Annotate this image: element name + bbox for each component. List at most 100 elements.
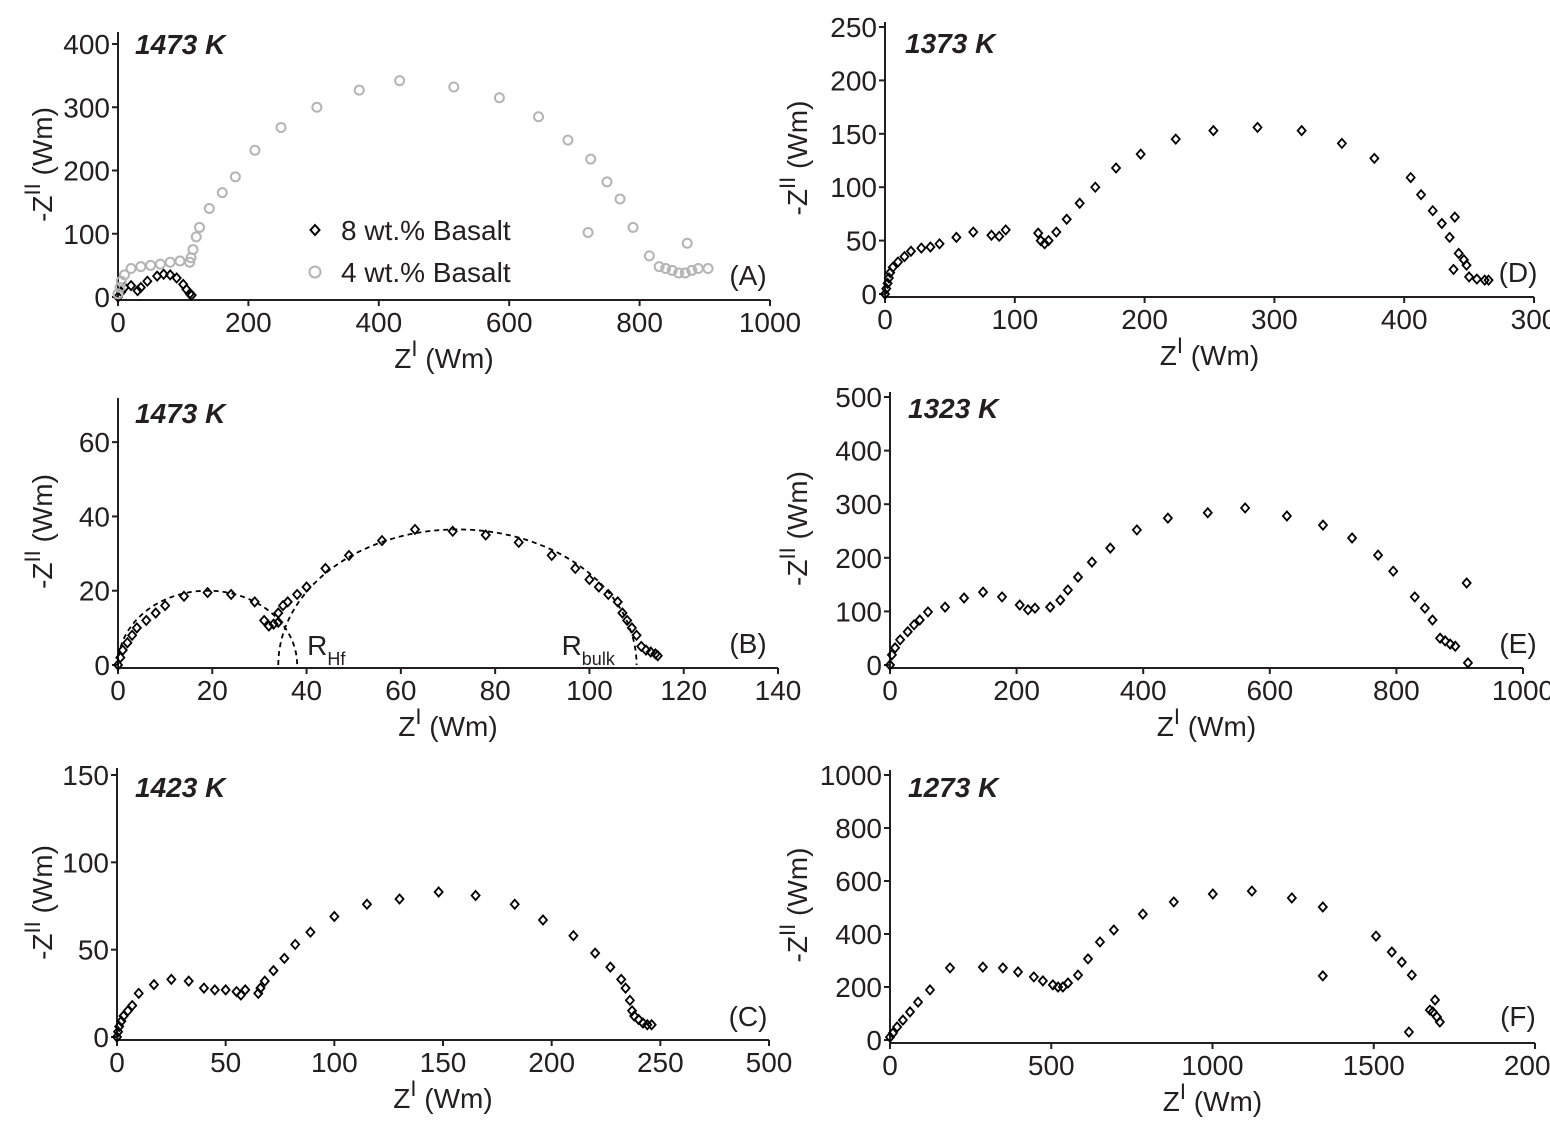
- y-tick-label: 300: [835, 489, 882, 520]
- data-point: [159, 599, 171, 612]
- data-point: [291, 588, 303, 601]
- x-axis-title-main: Z: [398, 711, 415, 742]
- y-tick-label: 400: [835, 436, 882, 467]
- x-tick-label: 200: [1121, 304, 1168, 335]
- data-point: [905, 245, 917, 258]
- y-tick-label: 600: [835, 866, 882, 897]
- temperature-label: 1423 K: [135, 772, 227, 803]
- data-point: [537, 914, 549, 926]
- data-point: [166, 973, 177, 986]
- data-point: [376, 534, 388, 547]
- data-point: [1012, 966, 1024, 978]
- x-axis-title: ZI (Wm): [1160, 333, 1259, 372]
- data-point: [240, 983, 251, 996]
- data-point: [562, 134, 574, 146]
- data-point: [353, 84, 365, 96]
- data-point: [480, 529, 491, 541]
- data-point: [1388, 565, 1399, 578]
- data-point: [117, 644, 128, 656]
- x-tick-label: 200: [528, 1047, 575, 1078]
- data-point: [125, 279, 137, 292]
- panel-label: (D): [1499, 257, 1538, 288]
- x-axis-title-unit: (Wm): [418, 343, 494, 374]
- data-point: [1372, 549, 1384, 561]
- data-point: [190, 231, 202, 243]
- data-point: [493, 92, 505, 104]
- data-point: [1208, 124, 1219, 137]
- data-point: [148, 978, 160, 991]
- y-tick-label: 20: [79, 576, 110, 607]
- y-axis-title-unit: (Wm): [27, 474, 58, 550]
- data-point: [1453, 247, 1464, 260]
- data-point: [1434, 632, 1446, 645]
- y-axis-title: -ZII (Wm): [775, 101, 814, 216]
- data-point: [142, 275, 153, 288]
- data-point: [1090, 181, 1101, 194]
- data-point: [1162, 512, 1174, 524]
- data-point: [1336, 137, 1348, 150]
- x-axis-title-sup: I: [415, 704, 421, 729]
- x-axis-title: ZI (Wm): [394, 336, 493, 375]
- y-tick-label: 50: [846, 226, 877, 257]
- y-tick-label: 200: [830, 65, 877, 96]
- data-point: [301, 581, 312, 593]
- data-point: [127, 999, 138, 1012]
- data-point: [1346, 532, 1358, 544]
- data-point: [892, 256, 904, 268]
- data-point: [1062, 584, 1074, 596]
- data-point: [601, 176, 613, 188]
- data-point: [275, 121, 287, 133]
- y-axis-title-unit: (Wm): [782, 471, 813, 547]
- data-point: [902, 625, 913, 638]
- data-point: [119, 269, 131, 281]
- x-tick-label: 100: [311, 1047, 358, 1078]
- data-point: [1396, 956, 1408, 968]
- y-tick-label: 400: [63, 29, 110, 60]
- y-axis-title: -ZII (Wm): [20, 845, 59, 960]
- data-point: [277, 599, 289, 612]
- y-axis-title-main: -Z: [782, 189, 813, 215]
- data-point: [643, 250, 655, 262]
- data-point: [1296, 124, 1307, 137]
- data-point: [112, 659, 124, 671]
- data-point: [925, 241, 936, 253]
- x-tick-label: 200: [225, 307, 272, 338]
- x-tick-label: 500: [1028, 1050, 1075, 1081]
- x-axis-title-sup: I: [1180, 1079, 1186, 1104]
- x-axis-title-main: Z: [1160, 340, 1177, 371]
- data-point: [1072, 969, 1084, 981]
- y-tick-label: 200: [835, 972, 882, 1003]
- temperature-label: 1473 K: [135, 29, 227, 60]
- data-point: [470, 889, 481, 902]
- data-point: [394, 75, 406, 87]
- data-point: [582, 226, 594, 238]
- data-point: [509, 898, 520, 911]
- x-tick-label: 400: [1381, 304, 1428, 335]
- data-point: [1039, 237, 1050, 250]
- data-point: [394, 893, 405, 905]
- data-point: [1415, 188, 1427, 201]
- y-tick-label: 150: [830, 119, 877, 150]
- y-tick-label: 800: [835, 813, 882, 844]
- x-tick-label: 20: [197, 675, 228, 706]
- data-point: [626, 622, 638, 634]
- data-point: [1044, 601, 1056, 613]
- data-point: [1386, 946, 1398, 958]
- x-axis-title-unit: (Wm): [1183, 340, 1259, 371]
- temperature-label: 1323 K: [908, 393, 1000, 424]
- data-point: [568, 929, 579, 942]
- data-point: [585, 153, 597, 165]
- data-point: [681, 237, 693, 249]
- x-axis-title-unit: (Wm): [1186, 1086, 1262, 1117]
- data-point: [311, 101, 323, 113]
- x-axis-title-main: Z: [393, 1083, 410, 1114]
- data-point: [198, 982, 210, 994]
- data-point: [1444, 231, 1455, 244]
- data-point: [131, 622, 143, 634]
- data-point: [154, 258, 166, 270]
- x-tick-label: 600: [486, 307, 533, 338]
- data-point: [263, 620, 275, 632]
- data-point: [629, 1010, 640, 1022]
